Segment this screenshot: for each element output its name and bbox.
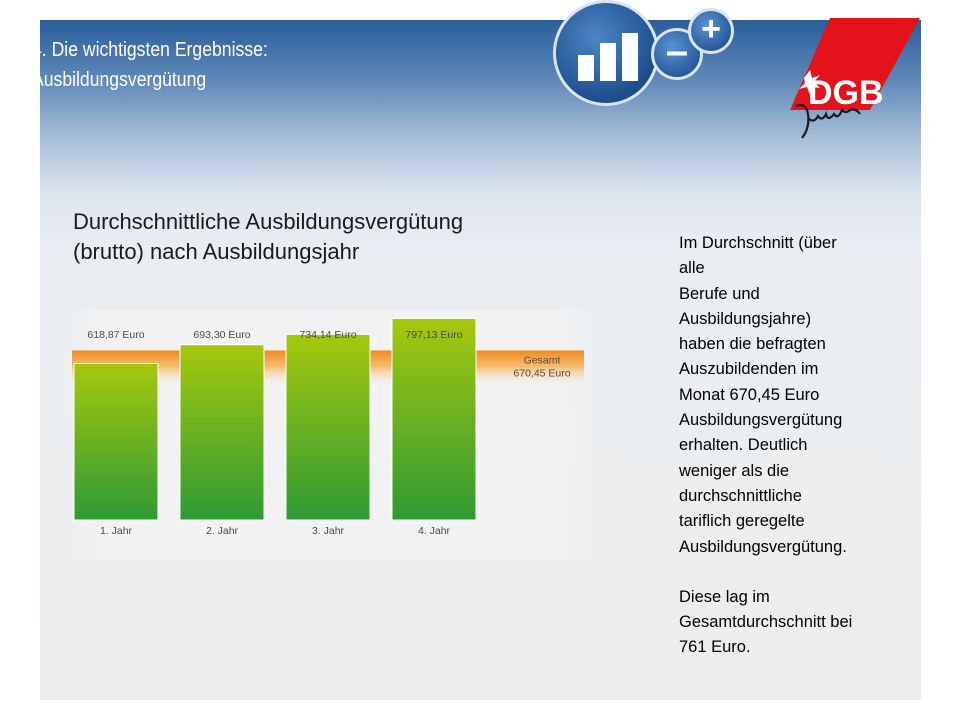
reference-label: Gesamt	[524, 354, 561, 366]
bar-chart-logo-icon	[553, 0, 659, 106]
bar-value-label-4: 797,13 Euro	[405, 329, 462, 341]
dgb-logo: DGB	[790, 18, 920, 110]
page-title: 4. Die wichtigsten Ergebnisse: Ausbildun…	[32, 35, 268, 95]
chart-heading-line1: Durchschnittliche Ausbildungsvergütung	[73, 209, 464, 234]
dgb-logo-text: DGB	[808, 74, 884, 110]
summary-text: Im Durchschnitt (über alle Berufe und Au…	[679, 231, 911, 661]
bar-chart-icon	[578, 33, 638, 81]
chart-heading-line2: (brutto) nach Ausbildungsjahr	[73, 239, 360, 264]
bar-value-label-1: 618,87 Euro	[87, 329, 144, 341]
reference-value-label: 670,45 Euro	[513, 367, 570, 379]
summary-paragraph-2: Diese lag im Gesamtdurchschnitt bei 761 …	[679, 587, 853, 657]
category-label-2: 2. Jahr	[206, 525, 239, 537]
bar-2	[179, 344, 265, 521]
bar-value-label-3: 734,14 Euro	[299, 329, 356, 341]
category-label-1: 1. Jahr	[100, 525, 133, 537]
bar-value-label-2: 693,30 Euro	[193, 329, 250, 341]
page-title-line2: Ausbildungsvergütung	[32, 69, 207, 91]
jugend-signature-logo	[795, 103, 861, 139]
summary-paragraph-1: Im Durchschnitt (über alle Berufe und Au…	[679, 234, 847, 556]
category-label-4: 4. Jahr	[418, 525, 451, 537]
bar-1	[73, 363, 159, 521]
category-label-3: 3. Jahr	[312, 525, 345, 537]
chart-heading: Durchschnittliche Ausbildungsvergütung (…	[73, 207, 463, 267]
page-title-line1: 4. Die wichtigsten Ergebnisse:	[32, 39, 268, 61]
bar-3	[285, 333, 371, 521]
bar-4	[391, 317, 477, 521]
plus-icon: +	[688, 8, 734, 54]
